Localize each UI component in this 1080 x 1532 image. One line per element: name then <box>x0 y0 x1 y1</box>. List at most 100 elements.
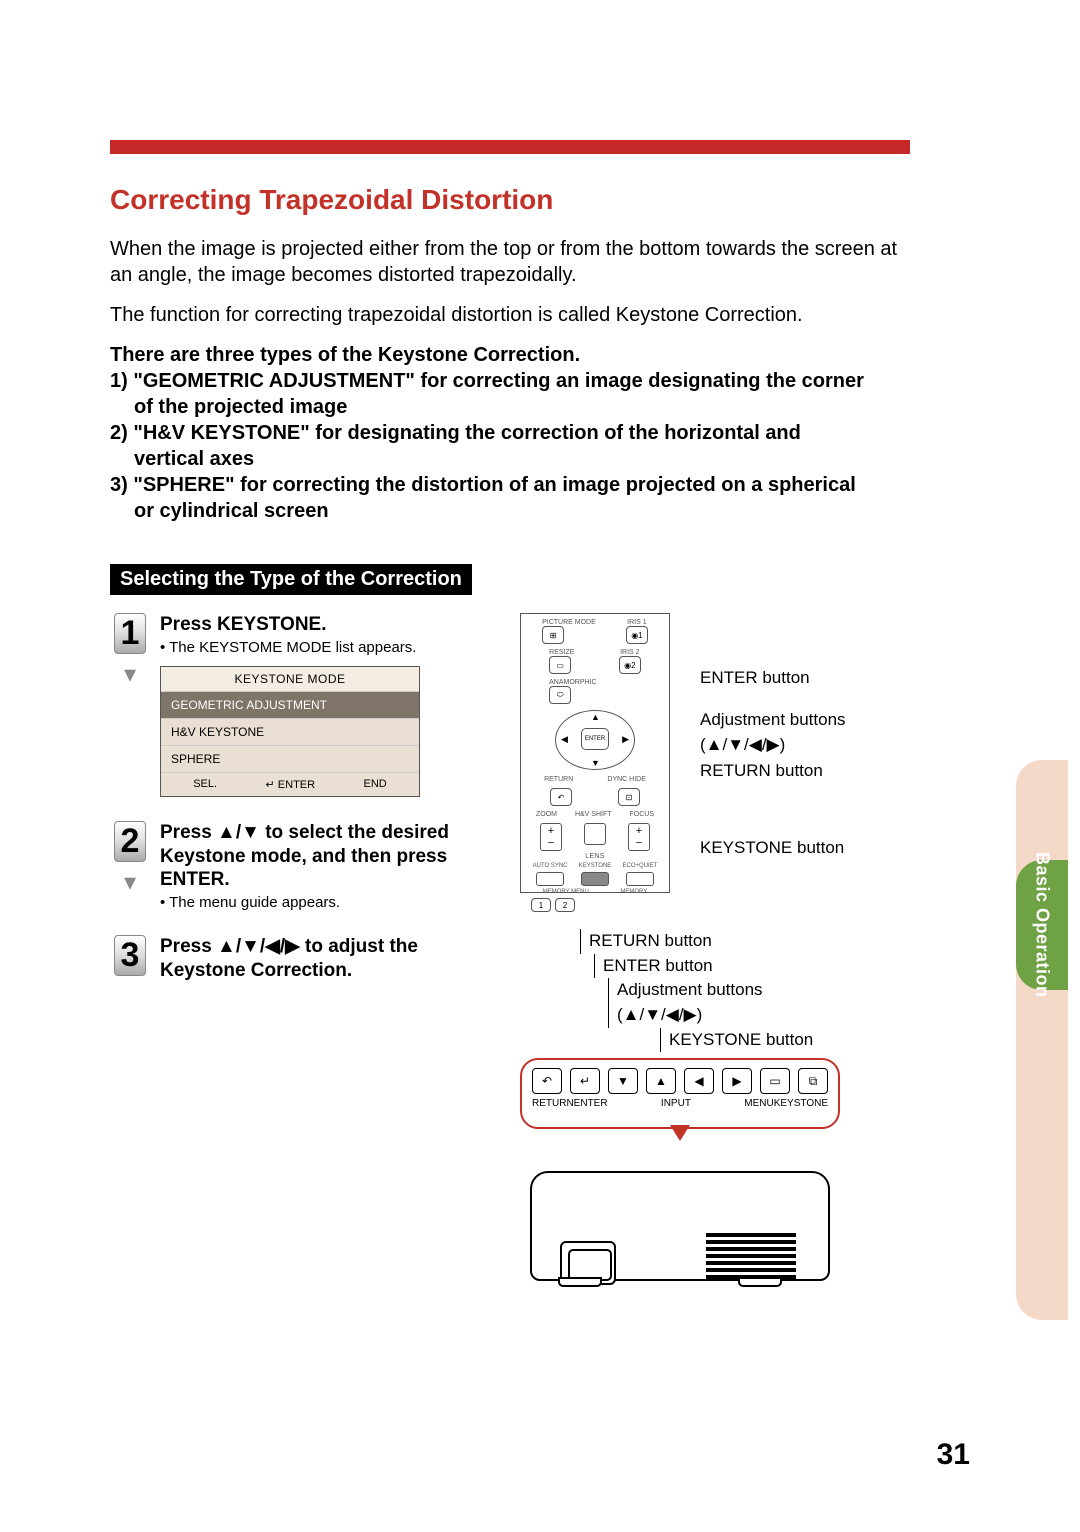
remote-label-return: RETURN <box>544 776 573 783</box>
projector-button-panel: ↶ ↵ ▼ ▲ ◀ ▶ ▭ ⧉ RETURN ENTER INPUT MENU <box>520 1058 840 1129</box>
projector-foot-right <box>738 1277 782 1287</box>
step-1-title: Press KEYSTONE. <box>160 613 490 637</box>
proj-btn-up: ▲ <box>646 1068 676 1094</box>
osd-footer-enter: ↵ ENTER <box>266 778 316 791</box>
types-heading: There are three types of the Keystone Co… <box>110 342 910 368</box>
proj-arrow-icon <box>670 1125 690 1141</box>
step-2-number: 2 <box>114 821 147 862</box>
intro-paragraph-2: The function for correcting trapezoidal … <box>110 302 910 328</box>
remote-btn-ecoquiet <box>626 872 654 886</box>
projector-body <box>520 1151 840 1301</box>
proj-callout-keystone: KEYSTONE button <box>660 1028 900 1053</box>
step-2: 2 ▾ Press ▲/▼ to select the desired Keys… <box>110 821 490 911</box>
page-content: Correcting Trapezoidal Distortion When t… <box>110 140 910 1301</box>
step-1-number: 1 <box>114 613 147 654</box>
dpad-up-icon: ▲ <box>591 712 600 722</box>
side-tab-line1: Basic <box>1032 852 1053 903</box>
proj-btn-menu: ▭ <box>760 1068 790 1094</box>
dpad-down-icon: ▼ <box>591 758 600 768</box>
proj-btn-left: ◀ <box>684 1068 714 1094</box>
dpad-left-icon: ◀ <box>561 734 568 745</box>
callout-enter: ENTER button <box>700 665 846 691</box>
proj-callout-arrows: (▲/▼/◀/▶) <box>608 1003 900 1028</box>
side-tab-line2: Operation <box>1032 908 1053 998</box>
remote-label-resize: RESIZE <box>549 649 574 656</box>
proj-lbl-menu: MENU <box>744 1098 773 1109</box>
remote-hvshift <box>584 823 606 845</box>
proj-callout-enter: ENTER button <box>594 954 900 979</box>
remote-label-iris2: IRIS 2 <box>619 649 641 656</box>
step-2-note: • The menu guide appears. <box>160 894 490 911</box>
type-2: 2) "H&V KEYSTONE" for designating the co… <box>110 420 910 446</box>
projector-diagram: RETURN button ENTER button Adjustment bu… <box>520 929 900 1301</box>
osd-footer: SEL. ↵ ENTER END <box>161 773 419 796</box>
step-3-title: Press ▲/▼/◀/▶ to adjust the Keystone Cor… <box>160 935 490 983</box>
remote-btn-autosync <box>536 872 564 886</box>
projector-foot-left <box>558 1277 602 1287</box>
remote-btn-iris2: ◉2 <box>619 656 641 674</box>
remote-label-focus: FOCUS <box>629 811 654 818</box>
type-2-cont: vertical axes <box>110 446 910 472</box>
remote-btn-return: ↶ <box>550 788 572 806</box>
remote-dpad: ENTER ▲ ▼ ◀ ▶ <box>555 710 635 770</box>
remote-btn-mem1: 1 <box>531 898 551 912</box>
header-red-bar <box>110 140 910 154</box>
osd-footer-sel: SEL. <box>193 778 217 791</box>
step-3: 3 Press ▲/▼/◀/▶ to adjust the Keystone C… <box>110 935 490 983</box>
remote-btn-iris1: ◉1 <box>626 626 648 644</box>
remote-label-zoom: ZOOM <box>536 811 557 818</box>
step-1-note: • The KEYSTOME MODE list appears. <box>160 639 490 656</box>
osd-footer-end: END <box>364 778 387 791</box>
subheader: Selecting the Type of the Correction <box>110 564 472 595</box>
osd-row-geometric: GEOMETRIC ADJUSTMENT <box>161 692 419 719</box>
remote-focus-plus: +− <box>628 823 650 851</box>
remote-label-keystone: KEYSTONE <box>579 863 612 869</box>
proj-btn-keystone: ⧉ <box>798 1068 828 1094</box>
page-number: 31 <box>937 1438 970 1472</box>
osd-row-sphere: SPHERE <box>161 746 419 773</box>
step-2-title: Press ▲/▼ to select the desired Keystone… <box>160 821 490 892</box>
dpad-right-icon: ▶ <box>622 734 629 745</box>
remote-diagram: PICTURE MODE ⊞ IRIS 1 ◉1 RESIZE ▭ <box>520 613 670 893</box>
remote-label-memory: MEMORY <box>620 889 647 895</box>
callout-adjust: Adjustment buttons <box>700 707 846 733</box>
remote-label-dync: DYNC HIDE <box>607 776 646 783</box>
remote-label-ecoquiet: ECO+QUIET <box>623 863 658 869</box>
proj-btn-down: ▼ <box>608 1068 638 1094</box>
remote-label-hvshift: H&V SHIFT <box>575 811 612 818</box>
step-1-title-post: . <box>321 614 326 635</box>
remote-label-autosync: AUTO SYNC <box>533 863 568 869</box>
proj-lbl-input: INPUT <box>608 1098 745 1109</box>
remote-btn-anamorphic: ⬭ <box>549 686 571 704</box>
callout-arrows: (▲/▼/◀/▶) <box>700 732 846 758</box>
osd-menu: KEYSTONE MODE GEOMETRIC ADJUSTMENT H&V K… <box>160 666 420 797</box>
proj-btn-return: ↶ <box>532 1068 562 1094</box>
proj-lbl-enter: ENTER <box>574 1098 608 1109</box>
remote-btn-mem2: 2 <box>555 898 575 912</box>
remote-enter-button: ENTER <box>581 728 609 750</box>
step-3-number: 3 <box>114 935 147 976</box>
step-1: 1 ▾ Press KEYSTONE. • The KEYSTOME MODE … <box>110 613 490 797</box>
type-3-cont: or cylindrical screen <box>110 498 910 524</box>
side-tab: Basic Operation <box>1016 860 1068 990</box>
remote-label-iris1: IRIS 1 <box>626 619 648 626</box>
step-1-arrow-icon: ▾ <box>110 660 150 689</box>
intro-paragraph-1: When the image is projected either from … <box>110 236 910 288</box>
proj-btn-right: ▶ <box>722 1068 752 1094</box>
type-1: 1) "GEOMETRIC ADJUSTMENT" for correcting… <box>110 368 910 394</box>
osd-title: KEYSTONE MODE <box>161 667 419 692</box>
remote-label-memmenu: MEMORY MENU <box>543 889 589 895</box>
osd-row-hvkeystone: H&V KEYSTONE <box>161 719 419 746</box>
remote-label-anamorphic: ANAMORPHIC <box>549 679 596 686</box>
type-3: 3) "SPHERE" for correcting the distortio… <box>110 472 910 498</box>
callout-return: RETURN button <box>700 758 846 784</box>
steps-column: 1 ▾ Press KEYSTONE. • The KEYSTOME MODE … <box>110 613 490 1301</box>
type-1-cont: of the projected image <box>110 394 910 420</box>
side-tab-background: Basic Operation <box>1016 760 1068 1320</box>
remote-zoom-plus: +− <box>540 823 562 851</box>
remote-label-lens: LENS <box>521 853 669 860</box>
proj-btn-enter: ↵ <box>570 1068 600 1094</box>
diagram-column: PICTURE MODE ⊞ IRIS 1 ◉1 RESIZE ▭ <box>520 613 900 1301</box>
remote-label-picture-mode: PICTURE MODE <box>542 619 596 626</box>
remote-btn-dync: ⊡ <box>618 788 640 806</box>
